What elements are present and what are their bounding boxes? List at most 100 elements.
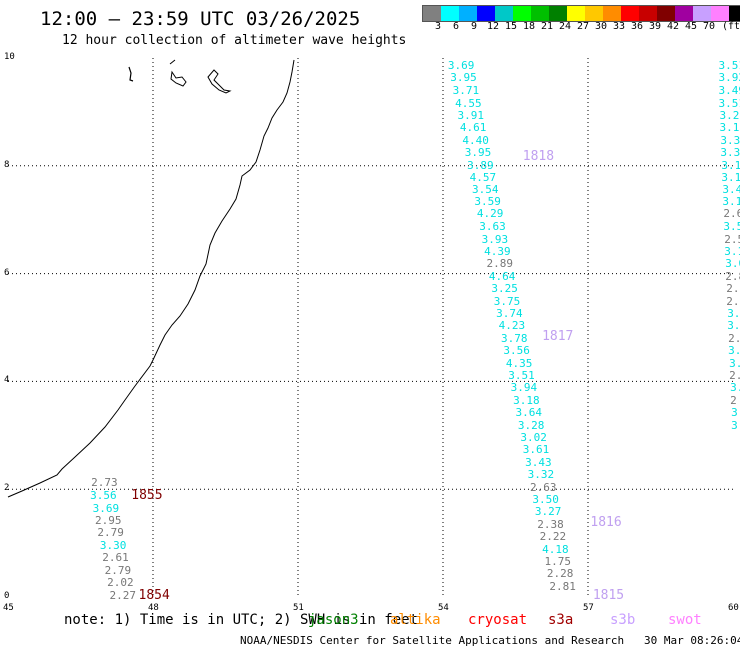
color-scale-label: 9 [471,21,478,32]
wave-height-value: 4.61 [459,121,487,135]
wave-height-value: 3.02 [520,430,547,444]
color-scale-label: 12 [487,21,500,32]
wave-height-value: 3.63 [479,220,506,234]
color-scale-label: 45 [685,21,698,32]
wave-height-value: 3.25 [491,282,518,296]
color-swatch [567,6,585,21]
wave-height-value: 4.57 [469,170,497,184]
color-swatch [495,6,513,21]
wave-height-value: 2.27 [109,588,137,602]
wave-height-value: 2.79 [104,563,132,577]
color-swatch [513,6,531,21]
x-tick-label: 51 [293,603,304,613]
wave-height-value: 4.39 [484,245,511,259]
wave-height-value: 3.91 [457,109,485,123]
coastline [7,59,295,498]
wave-height-value: 4.29 [476,207,504,221]
pass-time-label: 1818 [522,148,555,164]
wave-height-value: 2.60 [723,207,740,221]
satellite-legend-item: altika [390,612,441,628]
wave-height-value: 3.95 [464,145,492,159]
wave-height-value: 2. [729,369,740,382]
color-swatch [639,6,657,21]
pass-time-label: 1854 [138,587,170,603]
wave-height-value: 2.89 [486,257,514,271]
wave-height-value: 1.75 [544,554,572,568]
wave-height-value: 2.38 [537,517,564,531]
wave-height-value: 4.40 [462,134,489,147]
wave-height-value: 3.78 [501,331,528,345]
wave-height-value: 3. [727,307,740,321]
wave-height-value: 3.51 [723,220,740,234]
color-swatch [585,6,603,21]
wave-height-value: 3.40 [722,183,740,197]
y-tick-label: 10 [4,52,15,62]
y-tick-label: 2 [4,483,10,494]
wave-height-value: 3.27 [534,505,562,519]
wave-height-value: 3.43 [525,455,552,469]
wave-height-value: 3.69 [92,501,120,515]
island-outline [207,69,232,94]
color-scale-label: 36 [631,21,644,32]
wave-height-value: 2.81 [549,579,576,593]
color-swatch [657,6,675,21]
wave-height-value: 3.32 [527,468,555,482]
wave-height-value: 3.69 [447,59,475,73]
wave-height-value: 2.22 [539,530,567,544]
wave-height-value: 3.14 [721,170,740,184]
satellite-legend-item: cryosat [468,612,528,628]
wave-height-value: 3.32 [720,145,740,159]
wave-height-value: 3.59 [474,195,501,209]
color-swatch [477,6,495,21]
wave-height-value: 2.79 [97,526,124,540]
wave-height-value: 3.30 [99,538,127,552]
color-swatch [549,6,567,21]
wave-height-value: 2.63 [530,480,557,494]
color-swatch [729,6,740,21]
pass-time-label: 1817 [542,328,574,344]
color-scale-label: 15 [505,21,518,32]
wave-height-value: 3 [731,418,738,432]
wave-height-value: 3.50 [532,492,559,506]
color-scale-label: 30 [595,21,608,32]
wave-height-value: 3.61 [522,443,550,457]
wave-height-value: 2. [728,331,740,345]
wave-height-value: 3.64 [515,406,543,420]
color-scale-label: 39 [649,21,662,32]
wave-height-value: 4.64 [488,269,516,283]
color-swatch [711,6,729,21]
y-tick-label: 6 [4,267,10,278]
satellite-legend-item: s3b [610,612,636,628]
wave-height-value: 3.71 [452,84,480,98]
wave-height-value: 2.6 [726,294,740,308]
wave-height-value: 3.92 [718,71,740,85]
x-tick-label: 54 [438,603,449,613]
wave-height-value: 3. [727,319,740,333]
color-scale-label: 70 [703,21,716,32]
wave-height-value: 3 [731,406,738,420]
wave-height-value: 2.7 [726,282,740,296]
wave-height-value: 3.94 [510,381,538,395]
wave-height-value: 2.28 [546,567,574,581]
wave-height-value: 3.18 [513,393,540,407]
note-text: note: 1) Time is in UTC; 2) SWH is in fe… [64,612,419,628]
wave-height-value: 3. [729,356,740,370]
wave-height-value: 3.51 [508,369,535,382]
color-scale-label: 18 [523,21,536,32]
wave-height-value: 3.95 [450,71,477,85]
wave-height-value: 3.51 [718,59,740,73]
wave-height-value: 3.16 [722,195,740,209]
satellite-legend-item: jason3 [308,612,359,628]
wave-height-value: 3.74 [496,307,523,321]
x-tick-label: 60 [728,603,739,613]
x-tick-label: 48 [148,603,159,613]
wave-height-value: 3.89 [467,158,494,172]
satellite-legend-item: s3a [548,612,574,628]
x-tick-label: 57 [583,603,594,613]
wave-height-value: 3.56 [503,344,530,358]
y-tick-label: 8 [4,159,10,170]
color-swatch [621,6,639,21]
wave-height-value: 3.28 [517,418,545,432]
